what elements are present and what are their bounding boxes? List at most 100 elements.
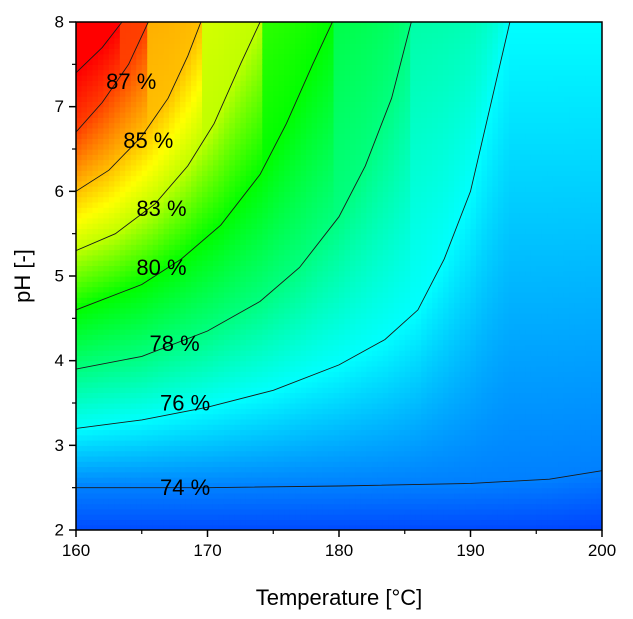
heatmap-cell (103, 371, 110, 378)
heatmap-cell (185, 291, 192, 298)
heatmap-cell (256, 133, 263, 140)
heatmap-cell (81, 328, 88, 335)
heatmap-cell (86, 238, 94, 245)
heatmap-cell (185, 344, 192, 351)
heatmap-cell (76, 519, 83, 526)
heatmap-cell (147, 53, 154, 60)
heatmap-cell (130, 53, 137, 60)
heatmap-cell (163, 318, 170, 325)
heatmap-cell (322, 223, 329, 229)
heatmap-cell (256, 355, 263, 362)
heatmap-cell (295, 196, 302, 203)
heatmap-cell (229, 318, 236, 325)
heatmap-cell (174, 249, 181, 256)
heatmap-cell (317, 143, 324, 150)
heatmap-cell (125, 212, 132, 219)
heatmap-cell (114, 276, 121, 282)
heatmap-cell (267, 487, 274, 494)
heatmap-cell (108, 365, 115, 372)
heatmap-cell (202, 381, 209, 388)
heatmap-cell (256, 233, 263, 240)
heatmap-cell (92, 111, 99, 118)
heatmap-cell (97, 334, 104, 341)
heatmap-cell (97, 413, 104, 420)
heatmap-cell (256, 223, 263, 229)
heatmap-cell (191, 350, 198, 356)
heatmap-cell (311, 106, 318, 113)
heatmap-cell (333, 238, 340, 245)
heatmap-cell (114, 27, 121, 34)
heatmap-cell (119, 508, 126, 515)
heatmap-cell (108, 524, 115, 530)
heatmap-cell (223, 286, 231, 293)
heatmap-cell (234, 175, 241, 182)
heatmap-cell (295, 376, 302, 383)
heatmap-cell (223, 429, 231, 436)
heatmap-cell (229, 365, 236, 372)
heatmap-cell (92, 403, 99, 409)
heatmap-cell (300, 69, 307, 76)
heatmap-cell (97, 32, 104, 39)
heatmap-cell (256, 154, 263, 161)
heatmap-cell (240, 471, 247, 478)
heatmap-cell (328, 328, 335, 335)
heatmap-cell (152, 270, 159, 277)
heatmap-cell (136, 276, 143, 282)
heatmap-cell (333, 455, 340, 462)
heatmap-cell (240, 403, 247, 409)
heatmap-cell (245, 302, 252, 309)
heatmap-cell (163, 122, 170, 129)
heatmap-cell (245, 101, 252, 108)
heatmap-cell (119, 207, 126, 214)
heatmap-cell (76, 149, 83, 155)
heatmap-cell (256, 455, 263, 462)
heatmap-cell (141, 217, 148, 224)
heatmap-cell (218, 403, 225, 409)
heatmap-cell (322, 260, 329, 267)
heatmap-cell (300, 159, 307, 166)
heatmap-cell (289, 48, 296, 55)
heatmap-cell (300, 450, 307, 457)
heatmap-cell (267, 355, 274, 362)
heatmap-cell (317, 286, 324, 293)
heatmap-cell (119, 164, 126, 171)
heatmap-cell (180, 318, 187, 325)
heatmap-cell (278, 397, 285, 404)
heatmap-cell (267, 212, 274, 219)
heatmap-cell (223, 503, 231, 510)
heatmap-cell (174, 318, 181, 325)
heatmap-cell (163, 519, 170, 526)
heatmap-cell (311, 339, 318, 346)
heatmap-cell (76, 455, 83, 462)
heatmap-cell (349, 127, 357, 134)
heatmap-cell (103, 450, 110, 457)
heatmap-cell (218, 270, 225, 277)
heatmap-cell (97, 487, 104, 494)
heatmap-cell (295, 418, 302, 425)
heatmap-cell (251, 434, 258, 441)
heatmap-cell (262, 133, 269, 140)
heatmap-cell (284, 244, 291, 251)
heatmap-cell (273, 339, 280, 346)
heatmap-cell (163, 159, 170, 166)
heatmap-cell (130, 350, 137, 356)
heatmap-cell (245, 164, 252, 171)
heatmap-cell (311, 175, 318, 182)
heatmap-cell (152, 397, 159, 404)
heatmap-cell (284, 143, 291, 150)
heatmap-cell (289, 196, 296, 203)
heatmap-cell (202, 180, 209, 187)
heatmap-cell (273, 307, 280, 314)
heatmap-cell (317, 238, 324, 245)
heatmap-cell (289, 207, 296, 214)
heatmap-cell (322, 434, 329, 441)
heatmap-cell (218, 455, 225, 462)
heatmap-cell (158, 186, 165, 192)
heatmap-cell (152, 471, 159, 478)
heatmap-cell (344, 191, 351, 198)
heatmap-cell (185, 487, 192, 494)
heatmap-cell (273, 450, 280, 457)
heatmap-cell (333, 360, 340, 367)
heatmap-cell (295, 37, 302, 44)
heatmap-cell (147, 207, 154, 214)
